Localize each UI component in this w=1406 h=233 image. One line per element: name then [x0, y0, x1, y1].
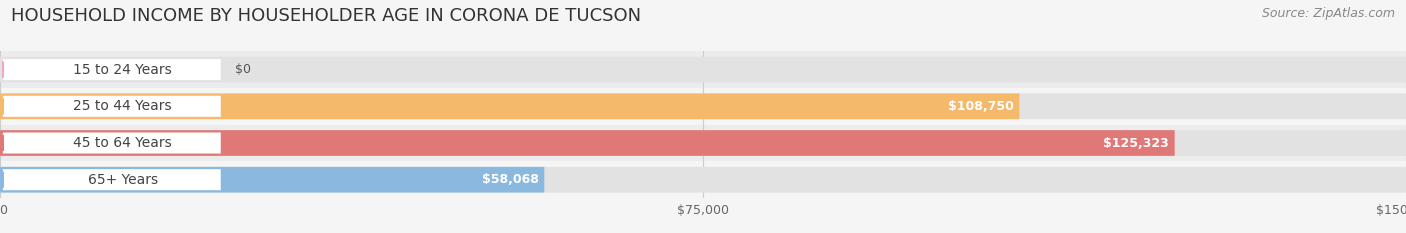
FancyBboxPatch shape	[0, 130, 1174, 156]
FancyBboxPatch shape	[0, 51, 1406, 88]
Text: 65+ Years: 65+ Years	[87, 173, 157, 187]
FancyBboxPatch shape	[0, 57, 1406, 82]
Text: 45 to 64 Years: 45 to 64 Years	[73, 136, 172, 150]
FancyBboxPatch shape	[0, 167, 1406, 192]
Text: $0: $0	[235, 63, 250, 76]
FancyBboxPatch shape	[3, 169, 221, 190]
Text: Source: ZipAtlas.com: Source: ZipAtlas.com	[1261, 7, 1395, 20]
Text: 25 to 44 Years: 25 to 44 Years	[73, 99, 172, 113]
Text: HOUSEHOLD INCOME BY HOUSEHOLDER AGE IN CORONA DE TUCSON: HOUSEHOLD INCOME BY HOUSEHOLDER AGE IN C…	[11, 7, 641, 25]
FancyBboxPatch shape	[0, 167, 544, 192]
FancyBboxPatch shape	[0, 93, 1019, 119]
FancyBboxPatch shape	[0, 88, 1406, 125]
FancyBboxPatch shape	[3, 96, 221, 117]
Text: 15 to 24 Years: 15 to 24 Years	[73, 63, 172, 77]
FancyBboxPatch shape	[0, 125, 1406, 161]
Text: $125,323: $125,323	[1104, 137, 1168, 150]
FancyBboxPatch shape	[0, 93, 1406, 119]
FancyBboxPatch shape	[3, 133, 221, 154]
FancyBboxPatch shape	[0, 130, 1406, 156]
FancyBboxPatch shape	[3, 59, 221, 80]
Text: $108,750: $108,750	[948, 100, 1014, 113]
Text: $58,068: $58,068	[482, 173, 538, 186]
FancyBboxPatch shape	[0, 161, 1406, 198]
